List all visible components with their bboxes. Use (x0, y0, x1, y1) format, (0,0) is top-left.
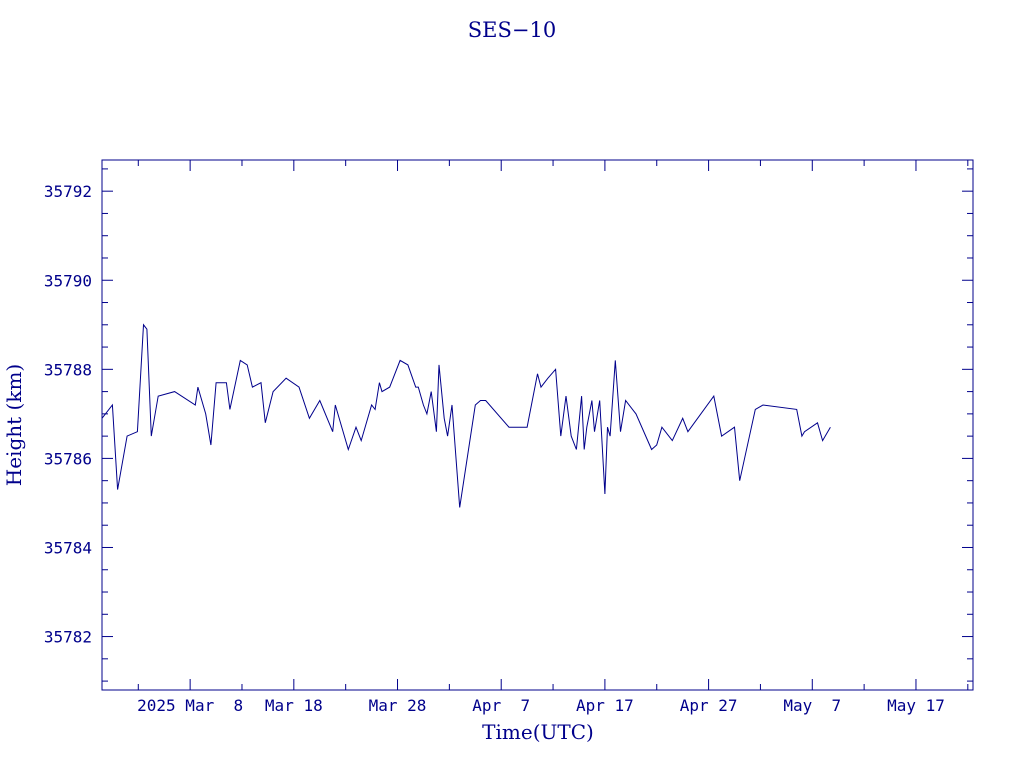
y-axis-label: Height (km) (2, 364, 26, 486)
y-tick-label: 35786 (44, 449, 92, 468)
y-axis-tick-labels: 35782 35784 35786 35788 35790 35792 (44, 182, 92, 646)
x-tick-label: Mar 18 (265, 696, 323, 715)
series-line (101, 323, 831, 508)
x-tick-label: May 17 (887, 696, 945, 715)
x-tick-label: Apr 27 (680, 696, 738, 715)
y-tick-label: 35792 (44, 182, 92, 201)
x-axis-ticks (137, 160, 969, 690)
x-tick-label: May 7 (783, 696, 841, 715)
x-tick-label: Apr 17 (576, 696, 634, 715)
x-tick-label: Mar 28 (369, 696, 427, 715)
x-axis-label: Time(UTC) (482, 720, 594, 744)
y-tick-label: 35782 (44, 628, 92, 647)
series-group (101, 323, 831, 508)
y-tick-label: 35788 (44, 360, 92, 379)
plot-frame (101, 159, 974, 691)
y-tick-label: 35790 (44, 271, 92, 290)
x-tick-label: Apr 7 (472, 696, 530, 715)
x-tick-label: 2025 Mar 8 (137, 696, 243, 715)
chart-title: SES−10 (468, 18, 556, 42)
y-axis-ticks (102, 168, 973, 682)
y-tick-label: 35784 (44, 538, 92, 557)
x-axis-tick-labels: 2025 Mar 8 Mar 18 Mar 28 Apr 7 Apr 17 Apr 27 M… (137, 696, 945, 715)
